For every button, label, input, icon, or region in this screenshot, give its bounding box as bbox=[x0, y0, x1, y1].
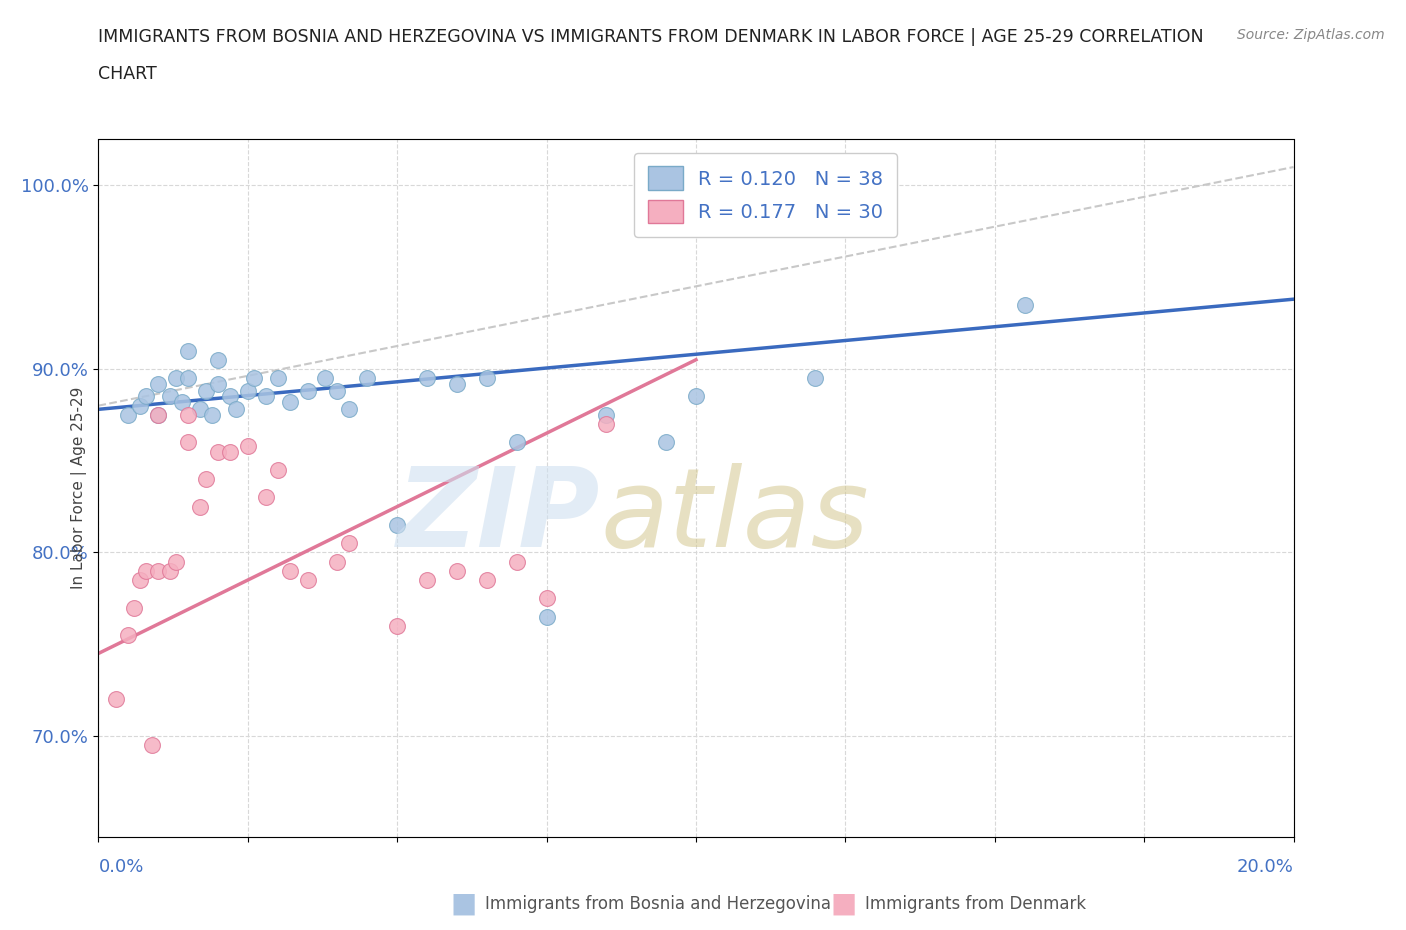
Y-axis label: In Labor Force | Age 25-29: In Labor Force | Age 25-29 bbox=[72, 387, 87, 590]
Point bbox=[356, 371, 378, 386]
Text: 0.0%: 0.0% bbox=[98, 858, 143, 876]
Point bbox=[685, 389, 707, 404]
Text: ■: ■ bbox=[451, 890, 477, 918]
Text: Source: ZipAtlas.com: Source: ZipAtlas.com bbox=[1237, 28, 1385, 42]
Point bbox=[207, 352, 229, 367]
Point bbox=[201, 407, 224, 422]
Point bbox=[536, 609, 558, 624]
Legend: R = 0.120   N = 38, R = 0.177   N = 30: R = 0.120 N = 38, R = 0.177 N = 30 bbox=[634, 153, 897, 237]
Point bbox=[195, 383, 218, 398]
Point bbox=[207, 445, 229, 459]
Point bbox=[207, 376, 229, 391]
Point bbox=[165, 554, 187, 569]
Point bbox=[254, 389, 277, 404]
Point bbox=[267, 462, 290, 477]
Point bbox=[416, 371, 439, 386]
Text: Immigrants from Bosnia and Herzegovina: Immigrants from Bosnia and Herzegovina bbox=[485, 895, 831, 913]
Point bbox=[219, 389, 242, 404]
Point bbox=[254, 490, 277, 505]
Point bbox=[148, 376, 170, 391]
Point bbox=[506, 435, 529, 450]
Point bbox=[177, 435, 200, 450]
Point bbox=[339, 536, 360, 551]
Point bbox=[655, 435, 678, 450]
Point bbox=[177, 371, 200, 386]
Point bbox=[129, 573, 152, 588]
Point bbox=[236, 383, 259, 398]
Point bbox=[278, 394, 301, 409]
Point bbox=[315, 371, 337, 386]
Text: ZIP: ZIP bbox=[396, 462, 600, 570]
Point bbox=[595, 417, 617, 432]
Point bbox=[475, 371, 498, 386]
Point bbox=[326, 383, 349, 398]
Point bbox=[339, 402, 360, 417]
Point bbox=[446, 564, 468, 578]
Text: 20.0%: 20.0% bbox=[1237, 858, 1294, 876]
Text: Immigrants from Denmark: Immigrants from Denmark bbox=[865, 895, 1085, 913]
Point bbox=[236, 439, 259, 454]
Text: IMMIGRANTS FROM BOSNIA AND HERZEGOVINA VS IMMIGRANTS FROM DENMARK IN LABOR FORCE: IMMIGRANTS FROM BOSNIA AND HERZEGOVINA V… bbox=[98, 28, 1204, 46]
Point bbox=[148, 407, 170, 422]
Point bbox=[297, 573, 319, 588]
Point bbox=[385, 517, 409, 532]
Point bbox=[177, 343, 200, 358]
Point bbox=[172, 394, 194, 409]
Point bbox=[165, 371, 187, 386]
Point bbox=[225, 402, 247, 417]
Point bbox=[804, 371, 827, 386]
Point bbox=[159, 389, 181, 404]
Point bbox=[595, 407, 617, 422]
Text: CHART: CHART bbox=[98, 65, 157, 83]
Point bbox=[159, 564, 181, 578]
Point bbox=[177, 407, 200, 422]
Point bbox=[446, 376, 468, 391]
Text: atlas: atlas bbox=[600, 462, 869, 570]
Point bbox=[326, 554, 349, 569]
Point bbox=[416, 573, 439, 588]
Point bbox=[117, 407, 139, 422]
Point bbox=[135, 564, 157, 578]
Point bbox=[475, 573, 498, 588]
Point bbox=[117, 628, 139, 643]
Point bbox=[148, 564, 170, 578]
Point bbox=[135, 389, 157, 404]
Point bbox=[267, 371, 290, 386]
Point bbox=[105, 692, 128, 707]
Point bbox=[385, 618, 409, 633]
Point bbox=[506, 554, 529, 569]
Point bbox=[278, 564, 301, 578]
Point bbox=[124, 600, 146, 615]
Point bbox=[243, 371, 266, 386]
Point bbox=[148, 407, 170, 422]
Point bbox=[188, 499, 211, 514]
Point bbox=[297, 383, 319, 398]
Point bbox=[195, 472, 218, 486]
Point bbox=[129, 398, 152, 413]
Point bbox=[1014, 298, 1036, 312]
Point bbox=[188, 402, 211, 417]
Text: ■: ■ bbox=[831, 890, 856, 918]
Point bbox=[219, 445, 242, 459]
Point bbox=[536, 591, 558, 605]
Point bbox=[141, 737, 163, 752]
